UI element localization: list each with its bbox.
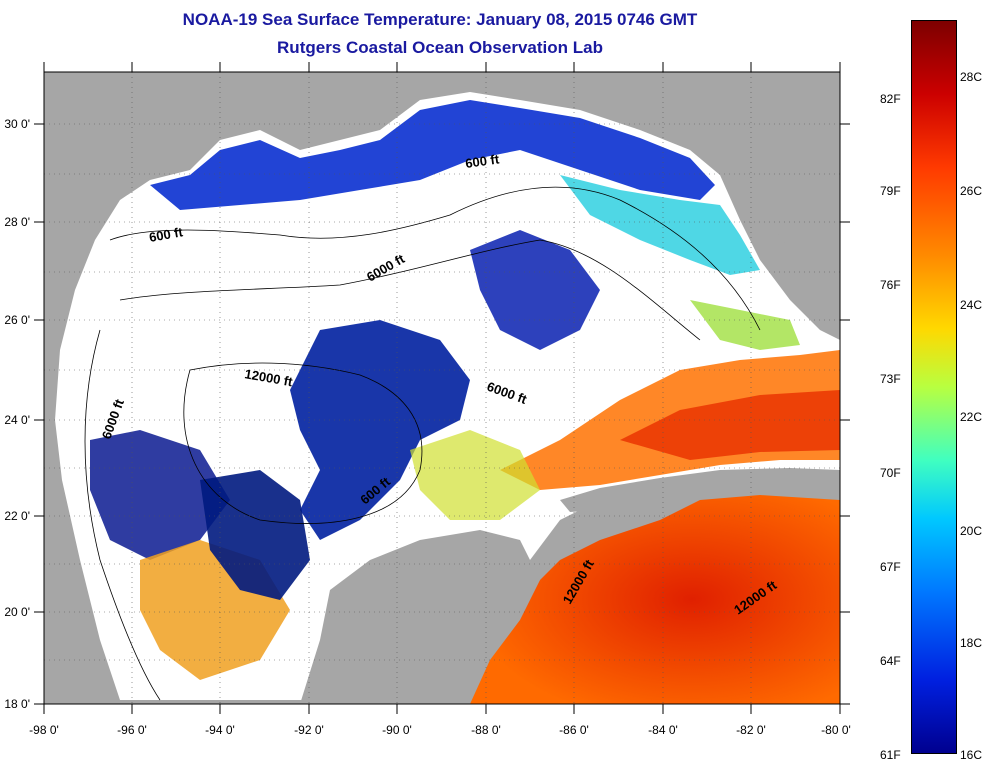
colorbar-f-label: 73F bbox=[880, 372, 901, 386]
green-coastal-band bbox=[690, 300, 800, 350]
contour-west-shelf bbox=[84, 329, 161, 701]
map-title: NOAA-19 Sea Surface Temperature: January… bbox=[182, 10, 698, 29]
colorbar-c-label: 18C bbox=[960, 636, 983, 650]
map-area: 600 ft 600 ft 6000 ft 12000 ft 6000 ft 6… bbox=[44, 72, 840, 704]
x-tick-label: -92 0' bbox=[294, 723, 324, 737]
florida-land bbox=[720, 72, 840, 330]
y-axis-labels: 18 0' 20 0' 22 0' 24 0' 26 0' 28 0' 30 0… bbox=[4, 117, 30, 711]
temperature-colorbar bbox=[911, 20, 957, 754]
y-tick-label: 28 0' bbox=[4, 215, 30, 229]
axis-ticks bbox=[34, 62, 850, 714]
cuba-land bbox=[560, 468, 840, 512]
x-tick-label: -80 0' bbox=[821, 723, 851, 737]
y-tick-label: 22 0' bbox=[4, 509, 30, 523]
x-tick-label: -86 0' bbox=[559, 723, 589, 737]
x-tick-label: -84 0' bbox=[648, 723, 678, 737]
colorbar-f-label: 61F bbox=[880, 748, 901, 762]
colorbar-f-label: 67F bbox=[880, 560, 901, 574]
yellow-patch-south bbox=[410, 430, 540, 520]
cold-patch-east bbox=[470, 230, 600, 350]
colorbar-f-label: 82F bbox=[880, 92, 901, 106]
contour-12000ft bbox=[183, 362, 423, 524]
colorbar-c-label: 22C bbox=[960, 410, 983, 424]
contour-label-600ft-north: 600 ft bbox=[464, 151, 500, 171]
cyan-coastal-band bbox=[560, 175, 760, 275]
colorbar-f-label: 70F bbox=[880, 466, 901, 480]
y-tick-label: 20 0' bbox=[4, 605, 30, 619]
contour-label-600ft-west: 600 ft bbox=[148, 224, 185, 245]
graticule bbox=[44, 72, 840, 704]
caribbean-water bbox=[470, 495, 840, 704]
x-tick-label: -88 0' bbox=[471, 723, 501, 737]
contour-600ft bbox=[109, 186, 761, 331]
y-tick-label: 26 0' bbox=[4, 313, 30, 327]
loop-current-core bbox=[620, 390, 840, 460]
x-tick-label: -82 0' bbox=[736, 723, 766, 737]
y-tick-label: 30 0' bbox=[4, 117, 30, 131]
colorbar-f-label: 76F bbox=[880, 278, 901, 292]
x-tick-label: -90 0' bbox=[382, 723, 412, 737]
cold-patch-central bbox=[290, 320, 470, 540]
colorbar-c-label: 24C bbox=[960, 298, 983, 312]
y-tick-label: 18 0' bbox=[4, 697, 30, 711]
colorbar-c-label: 28C bbox=[960, 70, 983, 84]
map-subtitle: Rutgers Coastal Ocean Observation Lab bbox=[277, 38, 603, 57]
colorbar-c-label: 26C bbox=[960, 184, 983, 198]
bathymetry-contours bbox=[84, 186, 761, 701]
colorbar-c-label: 20C bbox=[960, 524, 983, 538]
cold-patch-west bbox=[90, 430, 230, 560]
plot-frame bbox=[43, 71, 841, 705]
cold-patch-bay-campeche bbox=[200, 470, 310, 600]
x-tick-label: -96 0' bbox=[117, 723, 147, 737]
colorbar-f-label: 79F bbox=[880, 184, 901, 198]
contour-6000ft bbox=[119, 239, 701, 341]
yucatan-land bbox=[300, 530, 540, 704]
x-tick-label: -94 0' bbox=[205, 723, 235, 737]
y-tick-label: 24 0' bbox=[4, 413, 30, 427]
x-tick-label: -98 0' bbox=[29, 723, 59, 737]
x-axis-labels: -98 0' -96 0' -94 0' -92 0' -90 0' -88 0… bbox=[29, 723, 851, 737]
colorbar-c-label: 16C bbox=[960, 748, 983, 762]
colorbar-f-label: 64F bbox=[880, 654, 901, 668]
